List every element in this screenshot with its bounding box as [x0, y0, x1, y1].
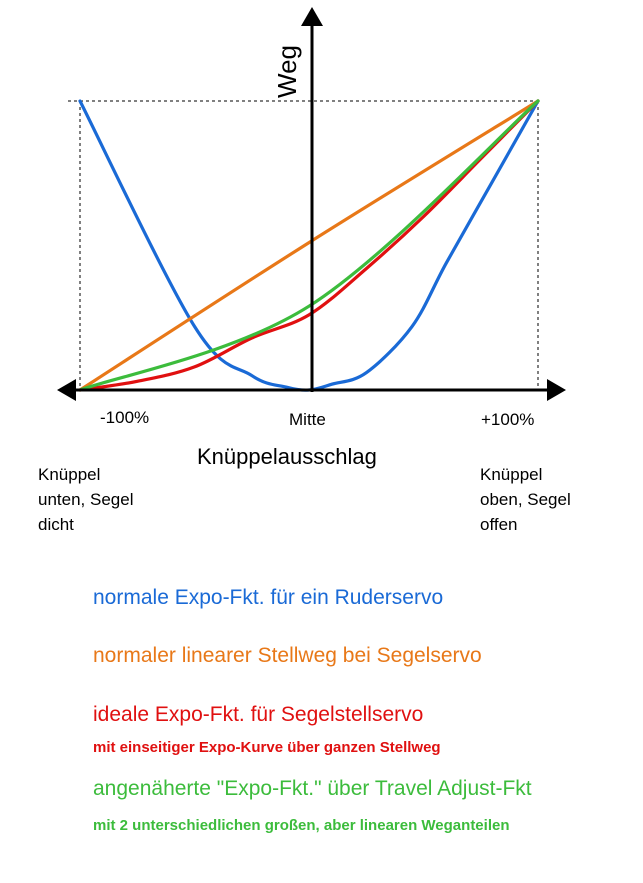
- curve-red: [78, 99, 540, 392]
- x-axis-right-arrow: [547, 379, 566, 401]
- right-note-line: oben, Segel: [480, 490, 571, 509]
- left-note: Knüppel unten, Segel dicht: [38, 462, 133, 537]
- right-note-line: Knüppel: [480, 465, 543, 484]
- legend-green: angenäherte "Expo-Fkt." über Travel Adju…: [93, 777, 532, 800]
- y-axis-arrow: [301, 7, 323, 26]
- curve-orange: [78, 99, 540, 392]
- curve-green: [78, 99, 540, 392]
- x-axis-label: Knüppelausschlag: [197, 444, 377, 469]
- left-note-line: Knüppel: [38, 465, 101, 484]
- x-mid-label: Mitte: [289, 410, 326, 429]
- series-layer: [78, 99, 540, 392]
- left-note-line: unten, Segel: [38, 490, 134, 509]
- x-max-label: +100%: [481, 410, 535, 429]
- right-note-line: offen: [480, 515, 518, 534]
- left-note-line: dicht: [38, 515, 74, 534]
- x-axis-left-arrow: [57, 379, 76, 401]
- legend-green-sub: mit 2 unterschiedlichen großen, aber lin…: [93, 817, 510, 834]
- y-axis-label: Weg: [272, 45, 302, 98]
- x-min-label: -100%: [100, 408, 150, 427]
- right-note: Knüppel oben, Segel offen: [480, 462, 571, 537]
- legend-blue: normale Expo-Fkt. für ein Ruderservo: [93, 586, 444, 609]
- legend-red: ideale Expo-Fkt. für Segelstellservo: [93, 703, 424, 726]
- legend-orange: normaler linearer Stellweg bei Segelserv…: [93, 644, 482, 667]
- curve-blue: [78, 99, 540, 392]
- legend-red-sub: mit einseitiger Expo-Kurve über ganzen S…: [93, 739, 441, 756]
